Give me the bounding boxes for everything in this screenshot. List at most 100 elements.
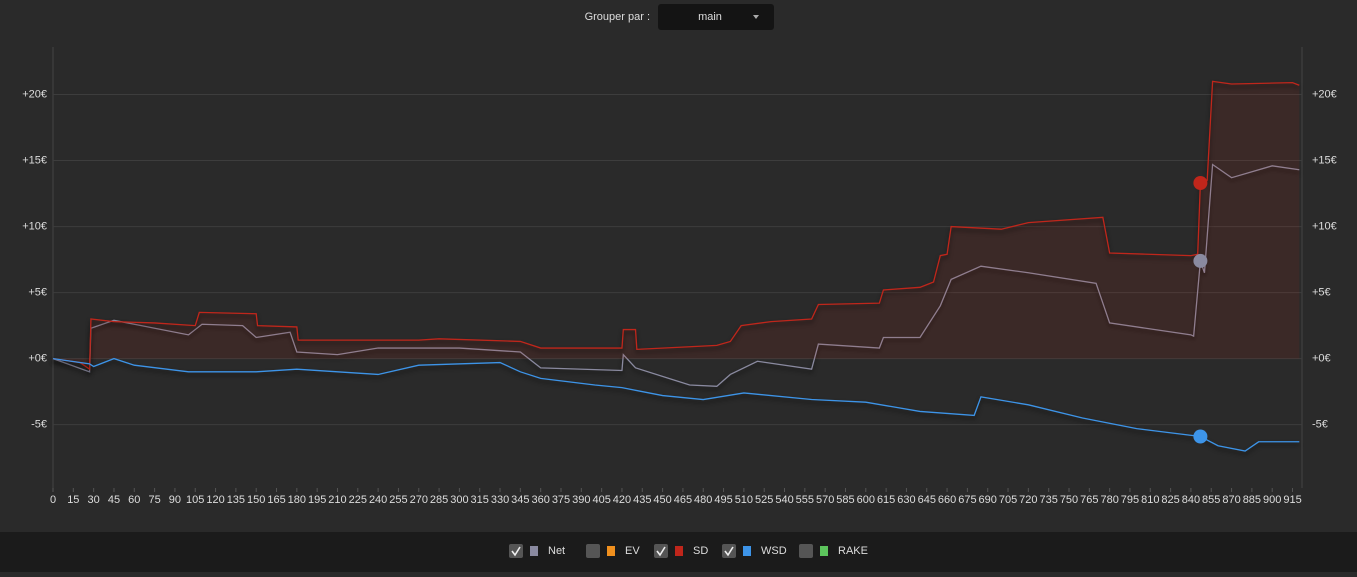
x-tick-label: 660	[938, 494, 956, 506]
x-tick-label: 195	[308, 494, 326, 506]
x-tick-label: 570	[816, 494, 834, 506]
group-select[interactable]	[658, 4, 774, 30]
y-tick-label-right: +15€	[1312, 154, 1337, 166]
group-label: Grouper par :	[585, 11, 650, 23]
legend-checkbox[interactable]	[722, 544, 736, 558]
y-tick-label: +15€	[22, 154, 47, 166]
y-tick-label: +5€	[28, 286, 47, 298]
x-tick-label: 0	[50, 494, 56, 506]
x-tick-label: 375	[552, 494, 570, 506]
group-value[interactable]: main	[698, 11, 722, 23]
y-tick-label: +20€	[22, 88, 47, 100]
x-tick-label: 45	[108, 494, 120, 506]
x-tick-label: 855	[1202, 494, 1220, 506]
legend-checkbox[interactable]	[586, 544, 600, 558]
y-tick-label: +10€	[22, 220, 47, 232]
x-tick-label: 105	[186, 494, 204, 506]
x-tick-label: 225	[349, 494, 367, 506]
x-tick-label: 450	[653, 494, 671, 506]
x-tick-label: 630	[897, 494, 915, 506]
x-tick-label: 165	[267, 494, 285, 506]
x-tick-label: 720	[1019, 494, 1037, 506]
x-tick-label: 150	[247, 494, 265, 506]
x-tick-label: 885	[1243, 494, 1261, 506]
x-tick-label: 840	[1182, 494, 1200, 506]
y-tick-label-right: +0€	[1312, 353, 1331, 365]
x-tick-label: 795	[1121, 494, 1139, 506]
x-tick-label: 480	[694, 494, 712, 506]
x-tick-label: 285	[430, 494, 448, 506]
x-tick-label: 120	[206, 494, 224, 506]
legend-check	[656, 546, 666, 557]
legend-swatch	[743, 546, 751, 556]
x-tick-label: 255	[389, 494, 407, 506]
x-tick-label: 60	[128, 494, 140, 506]
x-tick-label: 90	[169, 494, 181, 506]
x-tick-label: 360	[531, 494, 549, 506]
legend-check	[511, 546, 521, 557]
x-tick-label: 465	[674, 494, 692, 506]
legend-label[interactable]: EV	[625, 545, 640, 557]
legend-checkbox[interactable]	[509, 544, 523, 558]
legend-label[interactable]: Net	[548, 545, 565, 557]
x-tick-label: 510	[735, 494, 753, 506]
y-tick-label-right: -5€	[1312, 419, 1328, 431]
legend-swatch	[607, 546, 615, 556]
highlight-point	[1193, 175, 1208, 190]
x-tick-label: 495	[714, 494, 732, 506]
x-tick-label: 555	[796, 494, 814, 506]
x-tick-label: 780	[1100, 494, 1118, 506]
legend-checkbox[interactable]	[654, 544, 668, 558]
series-line	[52, 163, 1300, 387]
x-tick-label: 240	[369, 494, 387, 506]
x-tick-label: 870	[1222, 494, 1240, 506]
x-tick-label: 270	[410, 494, 428, 506]
x-tick-label: 30	[88, 494, 100, 506]
dropdown-arrow	[753, 15, 759, 19]
x-tick-label: 405	[592, 494, 610, 506]
x-tick-label: 600	[857, 494, 875, 506]
x-tick-label: 390	[572, 494, 590, 506]
x-tick-label: 675	[958, 494, 976, 506]
highlight-point	[1193, 429, 1208, 444]
x-tick-label: 690	[979, 494, 997, 506]
x-tick-label: 540	[775, 494, 793, 506]
x-tick-label: 765	[1080, 494, 1098, 506]
legend-label[interactable]: RAKE	[838, 545, 868, 557]
x-tick-label: 315	[471, 494, 489, 506]
x-tick-label: 705	[999, 494, 1017, 506]
x-tick-label: 345	[511, 494, 529, 506]
x-tick-label: 915	[1283, 494, 1301, 506]
x-tick-label: 645	[918, 494, 936, 506]
y-tick-label: +0€	[28, 353, 47, 365]
x-tick-label: 300	[450, 494, 468, 506]
y-tick-label-right: +5€	[1312, 286, 1331, 298]
x-tick-label: 15	[67, 494, 79, 506]
x-tick-label: 435	[633, 494, 651, 506]
x-tick-label: 585	[836, 494, 854, 506]
x-tick-label: 750	[1060, 494, 1078, 506]
legend-check	[724, 546, 734, 557]
x-tick-label: 735	[1039, 494, 1057, 506]
legend-label[interactable]: SD	[693, 545, 708, 557]
y-tick-label-right: +10€	[1312, 220, 1337, 232]
series-line	[52, 80, 1300, 371]
x-tick-label: 825	[1161, 494, 1179, 506]
highlight-point	[1193, 253, 1208, 268]
y-tick-label: -5€	[31, 419, 47, 431]
x-tick-label: 525	[755, 494, 773, 506]
x-tick-label: 810	[1141, 494, 1159, 506]
legend-swatch	[530, 546, 538, 556]
legend-swatch	[820, 546, 828, 556]
x-tick-label: 330	[491, 494, 509, 506]
legend-label[interactable]: WSD	[761, 545, 787, 557]
x-tick-label: 900	[1263, 494, 1281, 506]
x-tick-label: 75	[148, 494, 160, 506]
y-tick-label-right: +20€	[1312, 88, 1337, 100]
x-tick-label: 420	[613, 494, 631, 506]
series-line	[52, 357, 1300, 452]
x-tick-label: 180	[288, 494, 306, 506]
legend-checkbox[interactable]	[799, 544, 813, 558]
